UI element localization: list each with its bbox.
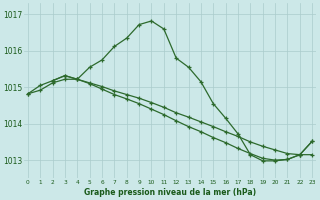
X-axis label: Graphe pression niveau de la mer (hPa): Graphe pression niveau de la mer (hPa) <box>84 188 256 197</box>
